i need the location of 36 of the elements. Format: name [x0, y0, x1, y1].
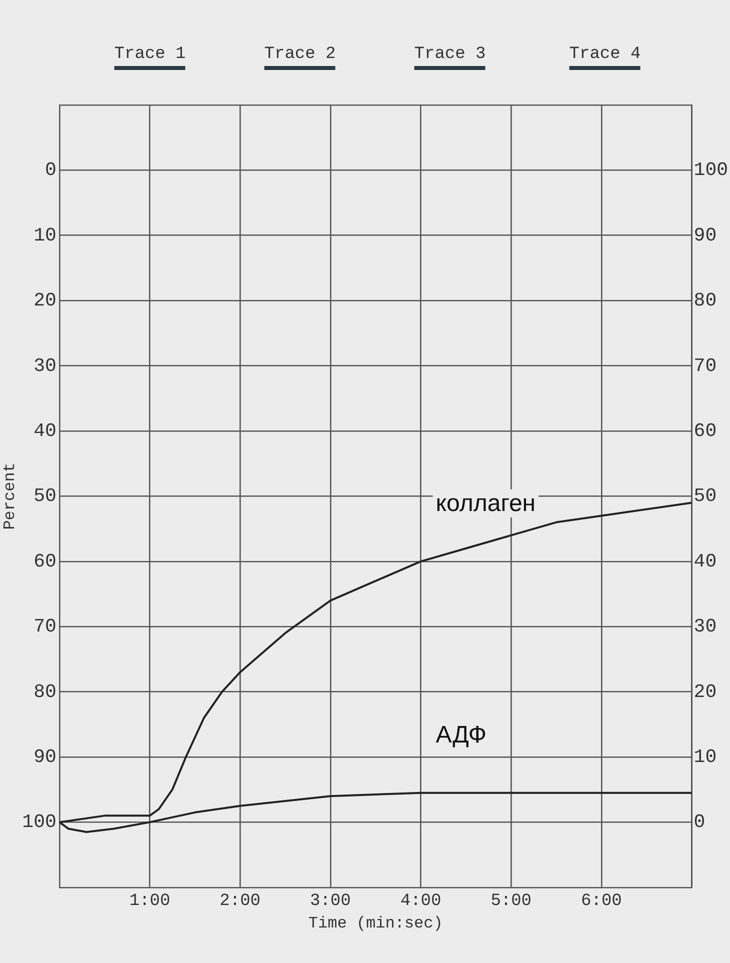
y-tick-label: 20: [34, 290, 56, 312]
x-tick-label: 6:00: [581, 892, 622, 912]
y-tick-label: 80: [34, 680, 56, 703]
y2-tick-label: 20: [694, 680, 717, 703]
y2-tick-label: 0: [694, 811, 706, 834]
x-tick-label: 2:00: [220, 892, 260, 912]
y2-tick-label: 90: [694, 224, 717, 246]
y-tick-label: 70: [34, 616, 56, 638]
y2-tick-label: 60: [694, 420, 717, 442]
text: Trace 3: [414, 45, 486, 70]
y-tick-label: 100: [22, 811, 56, 834]
x-tick-label: 1:00: [129, 892, 170, 912]
text: Trace 1: [114, 45, 186, 70]
y2-tick-label: 100: [694, 159, 728, 182]
y-tick-label: 30: [34, 354, 56, 377]
y2-tick-label: 10: [694, 746, 717, 768]
series-label: коллаген: [436, 490, 536, 518]
y-tick-label: 0: [45, 159, 56, 182]
y2-tick-label: 40: [694, 550, 717, 572]
x-tick-label: 5:00: [490, 892, 532, 912]
y-tick-label: 90: [34, 746, 56, 768]
y-tick-label: 10: [34, 224, 56, 246]
y2-tick-label: 70: [694, 354, 717, 377]
x-axis-title: Time (min:sec): [308, 914, 443, 933]
y-tick-label: 50: [34, 485, 56, 508]
series-label: АДФ: [436, 721, 487, 748]
y2-tick-label: 80: [694, 290, 717, 312]
y2-tick-label: 30: [694, 616, 717, 638]
y-tick-label: 60: [34, 550, 56, 572]
x-tick-label: 4:00: [400, 892, 442, 912]
text: Trace 4: [569, 45, 641, 70]
y2-tick-label: 50: [694, 485, 717, 508]
x-tick-label: 3:00: [310, 892, 351, 912]
y-tick-label: 40: [34, 420, 56, 442]
text: Trace 2: [264, 45, 336, 70]
y-axis-title: Percent: [0, 462, 19, 530]
